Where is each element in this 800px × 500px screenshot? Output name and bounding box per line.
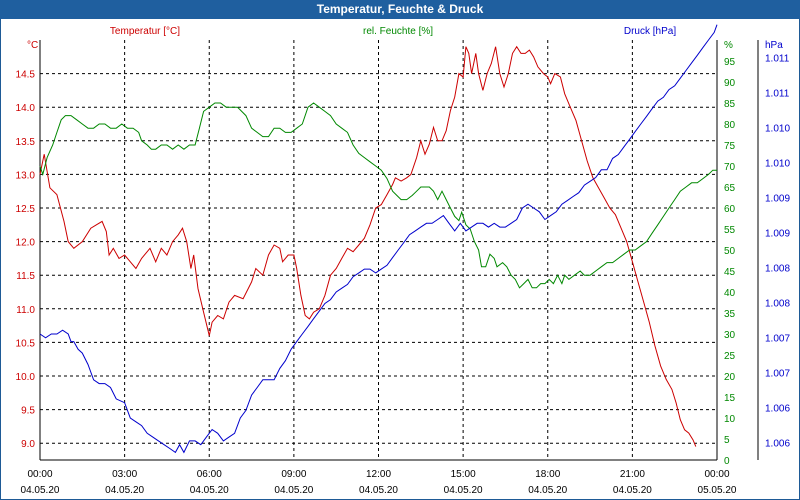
temperature-tick-label: 12.5: [16, 204, 36, 215]
humidity-tick-label: 45: [724, 267, 736, 278]
humidity-tick-label: 30: [724, 330, 736, 341]
pressure-tick-label: 1.008: [765, 264, 790, 275]
legend-temperature: Temperatur [°C]: [110, 26, 180, 37]
humidity-tick-label: 25: [724, 351, 736, 362]
humidity-tick-label: 90: [724, 78, 736, 89]
humidity-tick-label: 70: [724, 162, 736, 173]
x-tick-date-label: 04.05.20: [105, 485, 144, 496]
humidity-tick-label: 55: [724, 225, 736, 236]
humidity-tick-label: 10: [724, 414, 736, 425]
x-tick-time-label: 06:00: [197, 469, 222, 480]
pressure-tick-label: 1.010: [765, 159, 790, 170]
temperature-tick-label: 14.5: [16, 70, 36, 81]
humidity-tick-label: 50: [724, 246, 736, 257]
x-tick-date-label: 04.05.20: [21, 485, 60, 496]
temperature-tick-label: 11.0: [16, 305, 35, 316]
x-tick-time-label: 00:00: [27, 469, 52, 480]
humidity-tick-label: 15: [724, 393, 736, 404]
pressure-unit-label: hPa: [765, 40, 783, 51]
x-tick-time-label: 18:00: [535, 469, 560, 480]
pressure-tick-label: 1.011: [765, 54, 790, 65]
temperature-tick-label: 13.5: [16, 137, 36, 148]
x-tick-date-label: 04.05.20: [190, 485, 229, 496]
temperature-tick-label: 10.5: [16, 338, 36, 349]
humidity-tick-label: 95: [724, 57, 736, 68]
legend-humidity: rel. Feuchte [%]: [363, 26, 433, 37]
humidity-tick-label: 35: [724, 309, 736, 320]
temperature-unit-label: °C: [27, 40, 38, 51]
x-tick-time-label: 21:00: [620, 469, 645, 480]
pressure-tick-label: 1.009: [765, 229, 790, 240]
humidity-unit-label: %: [724, 40, 733, 51]
x-tick-time-label: 12:00: [366, 469, 391, 480]
x-tick-date-label: 04.05.20: [274, 485, 313, 496]
x-tick-date-label: 05.05.20: [698, 485, 737, 496]
x-tick-date-label: 04.05.20: [613, 485, 652, 496]
temperature-tick-label: 13.0: [16, 170, 36, 181]
pressure-tick-label: 1.008: [765, 299, 790, 310]
legend-pressure: Druck [hPa]: [624, 26, 676, 37]
humidity-tick-label: 0: [724, 456, 730, 467]
temperature-tick-label: 9.0: [21, 439, 35, 450]
temperature-tick-label: 9.5: [21, 406, 35, 417]
humidity-tick-label: 80: [724, 120, 736, 131]
chart-title: Temperatur, Feuchte & Druck: [0, 0, 800, 19]
x-tick-time-label: 00:00: [704, 469, 729, 480]
humidity-tick-label: 5: [724, 435, 730, 446]
x-tick-date-label: 04.05.20: [359, 485, 398, 496]
pressure-tick-label: 1.007: [765, 369, 790, 380]
humidity-tick-label: 60: [724, 204, 736, 215]
humidity-tick-label: 40: [724, 288, 736, 299]
temperature-tick-label: 11.5: [16, 271, 35, 282]
pressure-tick-label: 1.009: [765, 194, 790, 205]
series-line-temperature: [39, 45, 697, 447]
humidity-tick-label: 65: [724, 183, 736, 194]
x-tick-time-label: 09:00: [281, 469, 306, 480]
x-tick-time-label: 15:00: [451, 469, 476, 480]
temperature-tick-label: 14.0: [16, 103, 36, 114]
temperature-tick-label: 10.0: [16, 372, 36, 383]
humidity-tick-label: 75: [724, 141, 736, 152]
x-tick-date-label: 04.05.20: [528, 485, 567, 496]
pressure-tick-label: 1.010: [765, 124, 790, 135]
pressure-tick-label: 1.006: [765, 404, 790, 415]
x-tick-time-label: 03:00: [112, 469, 137, 480]
x-tick-date-label: 04.05.20: [444, 485, 483, 496]
pressure-tick-label: 1.006: [765, 439, 790, 450]
pressure-tick-label: 1.011: [765, 89, 790, 100]
series-line-humidity: [39, 102, 717, 289]
pressure-tick-label: 1.007: [765, 334, 790, 345]
temperature-tick-label: 12.0: [16, 238, 36, 249]
humidity-tick-label: 85: [724, 99, 736, 110]
series-line-pressure: [39, 24, 718, 454]
humidity-tick-label: 20: [724, 372, 736, 383]
